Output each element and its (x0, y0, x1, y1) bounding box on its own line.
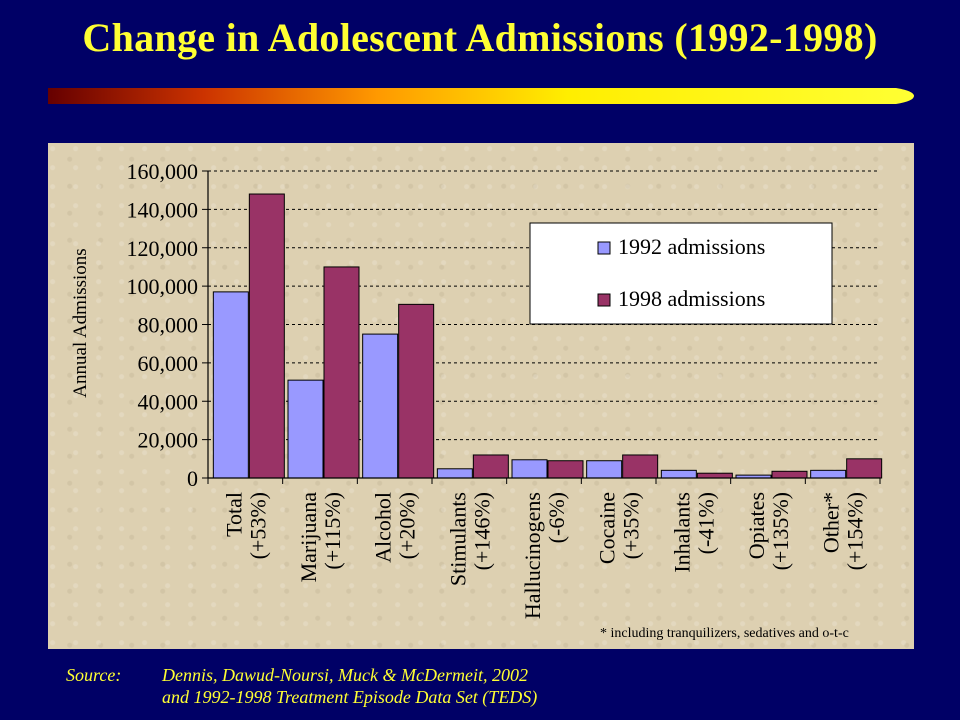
y-tick-label: 40,000 (138, 389, 199, 414)
tick-labels: 0 20,000 40,000 60,000 80,000 100,000 120,000 1… (127, 159, 868, 619)
x-tick-label-group: Alcohol (+20%) (371, 492, 420, 563)
y-tick-label: 20,000 (138, 428, 199, 453)
page-title: Change in Adolescent Admissions (1992-19… (82, 15, 878, 60)
y-tick-label: 80,000 (138, 313, 199, 338)
x-tick-label-group: Hallucinogens (-6%) (520, 492, 569, 619)
x-tick-label: Cocaine (595, 492, 620, 564)
x-tick-label-change: (+35%) (619, 492, 644, 559)
y-tick-label: 100,000 (127, 274, 199, 299)
x-tick-label-change: (-6%) (544, 492, 569, 543)
x-tick-label-group: Other* (+154%) (819, 492, 868, 570)
source-line-2: and 1992-1998 Treatment Episode Data Set… (162, 687, 538, 707)
y-tick-label: 60,000 (138, 351, 199, 376)
bar-1998-marijuana (323, 266, 360, 479)
bar-1992-marijuana (287, 379, 324, 479)
bar-1992-inhalants (660, 469, 697, 479)
legend-swatch-1998 (597, 293, 611, 307)
bar-1998-alcohol (398, 303, 435, 479)
x-tick-label-change: (+20%) (395, 492, 420, 559)
x-tick-label: Opiates (744, 492, 769, 559)
x-tick-label: Total (221, 492, 246, 537)
bar-1998-hallucinogens (547, 460, 584, 479)
y-tick-label: 140,000 (127, 197, 199, 222)
x-tick-label-change: (+53%) (245, 492, 270, 559)
legend-label-1998: 1998 admissions (618, 286, 765, 311)
legend-label-1992: 1992 admissions (618, 234, 765, 259)
bar-1992-alcohol (362, 333, 399, 479)
chart-panel: 0 20,000 40,000 60,000 80,000 100,000 120,000 1… (48, 143, 914, 649)
bar-1998-total (248, 193, 285, 479)
source-label: Source: (66, 665, 122, 685)
x-tick-label-change: (+146%) (469, 492, 494, 570)
bar-1998-opiates (771, 470, 808, 479)
x-tick-label: Alcohol (371, 492, 396, 563)
legend: 1992 admissions 1998 admissions (529, 222, 833, 325)
bar-chart: 0 20,000 40,000 60,000 80,000 100,000 120,000 1… (70, 159, 883, 641)
x-tick-label-group: Marijuana (+115%) (296, 492, 345, 583)
y-tick-label: 0 (187, 466, 198, 491)
bar-1992-stimulants (436, 468, 473, 479)
axes (202, 170, 881, 484)
bar-1992-cocaine (586, 460, 623, 479)
x-tick-label-group: Total (+53%) (221, 492, 270, 559)
x-tick-label: Stimulants (445, 492, 470, 586)
x-tick-label-change: (+135%) (768, 492, 793, 570)
x-tick-label: Other* (819, 492, 844, 553)
title-underline-bar (48, 88, 914, 104)
bar-1998-other (846, 458, 883, 479)
x-tick-label-change: (+115%) (320, 492, 345, 570)
y-axis-label: Annual Admissions (70, 248, 91, 397)
legend-swatch-1992 (597, 241, 611, 255)
bar-1998-cocaine (622, 454, 659, 479)
x-tick-label: Hallucinogens (520, 492, 545, 619)
bar-1998-inhalants (696, 472, 733, 479)
bar-1998-stimulants (472, 454, 509, 479)
x-tick-label-group: Inhalants (-41%) (669, 492, 718, 573)
x-tick-label-group: Stimulants (+146%) (445, 492, 494, 586)
x-tick-label-change: (+154%) (843, 492, 868, 570)
chart-footnote: * including tranquilizers, sedatives and… (600, 626, 849, 641)
x-tick-label-change: (-41%) (693, 492, 718, 554)
bar-1992-other (810, 469, 847, 479)
x-tick-label-group: Cocaine (+35%) (595, 492, 644, 564)
bar-1992-total (212, 291, 249, 479)
legend-box (529, 222, 833, 325)
y-tick-label: 120,000 (127, 236, 199, 261)
y-tick-label: 160,000 (127, 159, 199, 184)
x-tick-label-group: Opiates (+135%) (744, 492, 793, 570)
source-line-1: Dennis, Dawud-Noursi, Muck & McDermeit, … (162, 665, 528, 685)
x-tick-label: Marijuana (296, 492, 321, 583)
x-tick-label: Inhalants (669, 492, 694, 573)
bar-1992-hallucinogens (511, 459, 548, 479)
bars (212, 193, 883, 479)
